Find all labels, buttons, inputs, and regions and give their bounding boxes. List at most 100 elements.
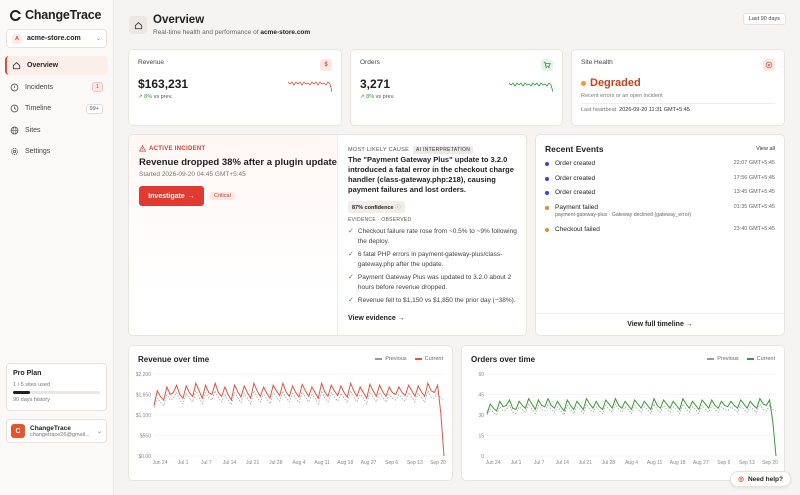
event-text: Order created: [555, 189, 734, 196]
x-tick-label: Aug 4: [292, 460, 305, 466]
y-tick-label: $0.00: [138, 454, 151, 460]
plan-title: Pro Plan: [13, 370, 42, 377]
kpi-value: $163,231: [138, 77, 189, 91]
view-evidence-link[interactable]: View evidence →: [348, 315, 405, 322]
gear-icon: [10, 147, 19, 156]
recent-events-card: Recent Events View all Order created 22:0…: [535, 134, 785, 336]
revenue-sparkline: [288, 81, 332, 93]
site-selector[interactable]: A acme-store.com ⌄: [6, 29, 107, 48]
series-current-line: [486, 397, 777, 457]
event-name: Order created: [555, 160, 596, 167]
evidence-item: ✓ Payment Gateway Plus was updated to 3.2…: [348, 274, 512, 291]
x-tick-label: Aug 27: [693, 460, 709, 466]
x-tick-label: Sep 13: [739, 460, 755, 466]
sidebar-nav: Overview Incidents 1 Timeline 99+ Sites: [5, 56, 108, 164]
cause-label: MOST LIKELY CAUSE: [348, 147, 410, 153]
x-tick-label: Jul 21: [246, 460, 260, 466]
event-row[interactable]: Checkout failed 23:40 GMT+5:45: [545, 226, 775, 241]
kpi-label: Orders: [360, 59, 380, 66]
sidebar: ChangeTrace A acme-store.com ⌄ Overview …: [0, 0, 114, 495]
incident-summary: [129, 135, 338, 335]
user-menu[interactable]: C ChangeTrace changetrace26@gmail... ⌄: [6, 419, 107, 443]
timeline-count-badge: 99+: [85, 103, 103, 114]
help-icon: ◎: [738, 476, 744, 483]
subtitle-prefix: Real-time health and performance of: [153, 29, 259, 36]
chart-title: Orders over time: [471, 355, 536, 364]
x-tick-label: Sep 13: [407, 460, 423, 466]
info-icon[interactable]: ⓘ: [395, 205, 401, 211]
event-detail: payment-gateway-plus · Gateway declined …: [555, 211, 692, 218]
event-text: Checkout failed: [555, 226, 734, 233]
y-tick-label: 45: [478, 392, 484, 398]
view-full-timeline-link[interactable]: View full timeline →: [536, 313, 784, 335]
event-dot-icon: [545, 176, 549, 181]
x-tick-label: Jun 24: [485, 460, 500, 466]
clock-icon: [10, 104, 19, 113]
event-name: Payment failed: [555, 203, 598, 211]
evidence-item: ✓ Revenue fell to $1,150 vs $1,850 the pr…: [348, 297, 516, 304]
evidence-list: ✓ Checkout failure rate rose from ~0.5% t…: [348, 227, 523, 310]
orders-sparkline: [509, 82, 553, 93]
sidebar-item-sites[interactable]: Sites: [5, 121, 108, 140]
event-name: Order created: [555, 189, 596, 196]
event-name: Order created: [555, 174, 596, 182]
kpi-change: ↗ 8% vs prev.: [360, 94, 395, 100]
event-row[interactable]: Order created 22:07 GMT+5:45: [545, 160, 775, 175]
home-icon: [129, 16, 147, 34]
severity-badge: Critical: [210, 192, 235, 200]
kpi-change-suffix: vs prev.: [153, 94, 173, 100]
x-tick-label: Jul 7: [201, 460, 212, 466]
event-row[interactable]: Order created 13:45 GMT+5:45: [545, 189, 775, 204]
sidebar-item-label: Overview: [27, 62, 59, 69]
evidence-item: ✓ 6 fatal PHP errors in payment-gateway-p…: [348, 251, 503, 268]
view-all-link[interactable]: View all: [756, 146, 775, 152]
x-tick-label: Aug 27: [361, 460, 377, 466]
x-tick-label: Sep 6: [717, 460, 730, 466]
y-tick-label: $1,650: [136, 392, 152, 398]
check-icon: ✓: [348, 251, 354, 258]
event-text: Payment failed payment-gateway-plus · Gat…: [555, 204, 734, 218]
legend-current: Current: [746, 356, 775, 362]
sidebar-item-incidents[interactable]: Incidents 1: [5, 78, 108, 97]
event-row[interactable]: Order created 17:56 GMT+5:45: [545, 175, 775, 190]
event-time: 22:07 GMT+5:45: [733, 160, 775, 166]
orders-chart-card: Orders over time Previous Current 60 45 30…: [461, 345, 785, 481]
sidebar-item-label: Sites: [25, 126, 41, 134]
evidence-header: EVIDENCE · OBSERVED: [348, 217, 412, 223]
sidebar-item-settings[interactable]: Settings: [5, 142, 108, 161]
user-avatar: C: [11, 424, 25, 438]
dollar-icon: $: [320, 59, 332, 71]
x-tick-label: Jul 1: [178, 460, 189, 466]
evidence-item: ✓ Checkout failure rate rose from ~0.5% t…: [348, 228, 517, 245]
event-time: 23:40 GMT+5:45: [733, 225, 775, 232]
ai-interpretation-chip: AI INTERPRETATION: [413, 146, 474, 154]
period-selector[interactable]: Last 90 days: [742, 13, 786, 25]
health-status-text: Degraded: [590, 77, 641, 89]
sidebar-item-overview[interactable]: Overview: [5, 56, 108, 75]
revenue-kpi-card: Revenue $ $163,231 ↗ 8% vs prev.: [128, 49, 342, 126]
check-icon: ✓: [348, 274, 354, 281]
confidence-badge: 87% confidence ⓘ: [348, 201, 405, 213]
chevron-down-icon: ⌄: [95, 36, 101, 42]
x-tick-label: Jul 14: [556, 460, 570, 466]
plan-usage-fill: [13, 391, 31, 394]
site-health-card: Site Health Degraded Recent errors or an…: [571, 49, 785, 126]
user-info: ChangeTrace changetrace26@gmail...: [30, 425, 92, 438]
x-tick-label: Sep 6: [385, 460, 398, 466]
chevron-down-icon: ⌄: [96, 428, 102, 435]
globe-icon: [10, 126, 19, 135]
investigate-button[interactable]: Investigate →: [139, 186, 204, 206]
brand-logo[interactable]: ChangeTrace: [10, 8, 102, 22]
series-previous-line: [486, 403, 777, 416]
sidebar-item-timeline[interactable]: Timeline 99+: [5, 99, 108, 118]
y-tick-label: $1,100: [136, 413, 152, 419]
event-time: 13:45 GMT+5:45: [733, 189, 775, 195]
event-name: Checkout failed: [555, 225, 600, 233]
event-text: Order created: [555, 160, 734, 167]
help-button[interactable]: ◎ Need help?: [730, 471, 791, 487]
warning-icon: [139, 145, 146, 152]
kpi-change-value: 8%: [366, 94, 375, 100]
event-row[interactable]: Payment failed payment-gateway-plus · Gat…: [545, 204, 775, 226]
series-previous-line: [153, 389, 445, 408]
